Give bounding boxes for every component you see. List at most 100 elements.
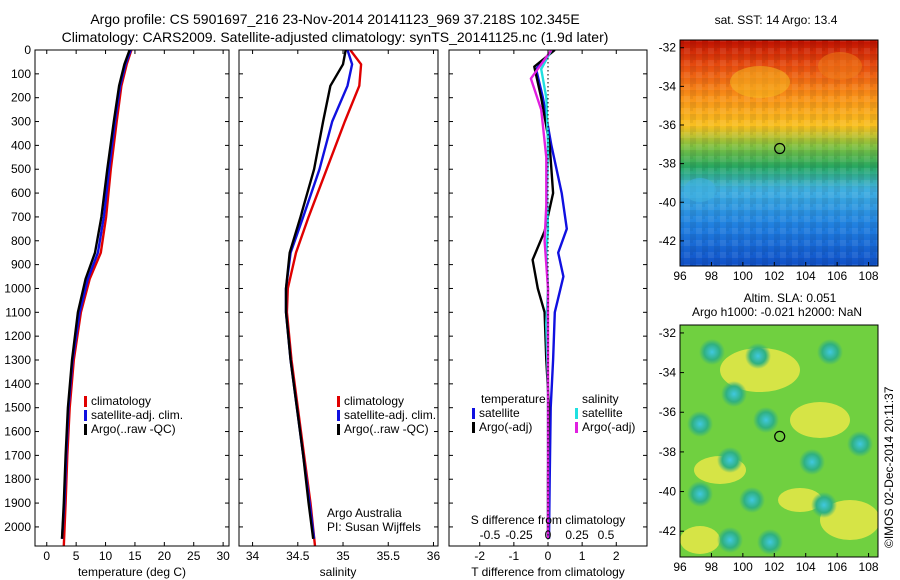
difference-xtick-label: -2 xyxy=(474,549,485,563)
sla-map-lat-tick-label: -40 xyxy=(659,485,677,499)
sla-eddy-spot xyxy=(717,447,743,473)
salinity-legend-label: Argo(..raw -QC) xyxy=(344,422,429,436)
difference-xtick-label: 1 xyxy=(579,549,586,563)
sst-map-lat-tick-label: -40 xyxy=(659,195,677,209)
depth-tick-label: 1800 xyxy=(4,472,31,486)
depth-tick-label: 1400 xyxy=(4,377,31,391)
sla-eddy-spot xyxy=(687,481,713,507)
sst-map-lon-tick-label: 106 xyxy=(827,269,847,283)
temperature-xtick-label: 5 xyxy=(73,549,80,563)
temperature-legend-swatch xyxy=(84,424,87,435)
sst-map-lat-tick-label: -38 xyxy=(659,157,677,171)
sla-high-patch xyxy=(720,348,800,392)
sla-eddy-spot xyxy=(687,411,713,437)
s-difference-tick-label: -0.25 xyxy=(505,528,533,542)
temperature-legend-label: Argo(..raw -QC) xyxy=(91,422,176,436)
sla-eddy-spot xyxy=(799,449,825,475)
sst-map-title: sat. SST: 14 Argo: 13.4 xyxy=(715,13,838,27)
sla-high-patch xyxy=(680,526,720,554)
diff-salinity-legend-label: satellite xyxy=(582,406,623,420)
sla-eddy-spot xyxy=(717,527,743,553)
temperature-xtick-label: 10 xyxy=(99,549,113,563)
sst-cool-eddy xyxy=(684,178,716,202)
depth-tick-label: 1700 xyxy=(4,448,31,462)
temperature-legend-swatch xyxy=(84,396,87,407)
temperature-series-line xyxy=(62,50,133,546)
salinity-xtick-label: 34.5 xyxy=(286,549,310,563)
figure-title-line2: Climatology: CARS2009. Satellite-adjuste… xyxy=(62,29,609,45)
s-difference-tick-label: 0 xyxy=(545,528,552,542)
salinity-legend-swatch xyxy=(337,410,340,421)
salinity-xtick-label: 35.5 xyxy=(377,549,401,563)
salinity-xlabel: salinity xyxy=(320,565,357,579)
sla-map-lat-tick-label: -42 xyxy=(659,524,677,538)
sla-map-lat-tick-label: -38 xyxy=(659,445,677,459)
temperature-xtick-label: 0 xyxy=(43,549,50,563)
depth-tick-label: 1600 xyxy=(4,425,31,439)
depth-tick-label: 900 xyxy=(11,258,31,272)
sla-map-lon-tick-label: 106 xyxy=(827,560,847,574)
diff-salinity-legend-label: Argo(-adj) xyxy=(582,420,635,434)
sla-map-frame xyxy=(679,324,879,558)
sla-eddy-spot xyxy=(699,339,725,365)
depth-tick-label: 400 xyxy=(11,138,31,152)
depth-tick-label: 700 xyxy=(11,210,31,224)
sst-map-lat-tick-label: -34 xyxy=(659,79,677,93)
sla-high-patch xyxy=(790,402,850,438)
depth-tick-label: 2000 xyxy=(4,520,31,534)
salinity-panel: 34 34.5 35 35.5 36 climatologysatellite-adj.… xyxy=(238,49,441,579)
salinity-xtick-label: 36 xyxy=(427,549,441,563)
sst-map-lon-tick-label: 104 xyxy=(796,269,816,283)
sst-argo-location-marker xyxy=(774,142,786,155)
difference-xtick-label: -1 xyxy=(509,549,520,563)
depth-tick-label: 500 xyxy=(11,162,31,176)
depth-tick-label: 100 xyxy=(11,67,31,81)
temperature-series-line xyxy=(60,50,132,539)
diff-salinity-legend-swatch xyxy=(575,408,578,419)
sla-eddy-spot xyxy=(753,407,779,433)
sla-map-lat-tick-label: -34 xyxy=(659,366,677,380)
salinity-xtick-label: 35 xyxy=(336,549,350,563)
sla-map-lon-tick-label: 108 xyxy=(859,560,879,574)
sla-map-lat-tick-label: -36 xyxy=(659,405,677,419)
difference-panel: -2 -1 0 1 2 -0.5 -0.25 0 0.25 0.5 temperature sal… xyxy=(448,49,648,579)
salinity-legend-title: salinity xyxy=(582,392,619,406)
s-difference-tick-label: 0.5 xyxy=(598,528,615,542)
sla-map: Altim. SLA: 0.051 Argo h1000: -0.021 h20… xyxy=(659,291,879,574)
salinity-series-line xyxy=(284,50,347,539)
salinity-xtick-label: 34 xyxy=(246,549,260,563)
sla-eddy-spot xyxy=(847,431,873,457)
diff-temperature-legend-label: Argo(-adj) xyxy=(479,420,532,434)
sst-map-lon-tick-label: 98 xyxy=(705,269,719,283)
imos-credit: ©IMOS 02-Dec-2014 20:11:37 xyxy=(882,386,896,548)
sla-eddy-spot xyxy=(721,381,747,407)
salinity-series-line xyxy=(284,50,354,539)
depth-tick-label: 800 xyxy=(11,234,31,248)
salinity-legend-swatch xyxy=(337,396,340,407)
s-difference-tick-label: 0.25 xyxy=(565,528,589,542)
temperature-legend-title: temperature xyxy=(481,392,546,406)
salinity-axes-frame xyxy=(238,49,439,547)
depth-tick-label: 600 xyxy=(11,186,31,200)
sst-map-lat-tick-label: -32 xyxy=(659,41,677,55)
diff-temperature-legend-label: satellite xyxy=(479,406,520,420)
sla-eddy-spot xyxy=(739,487,765,513)
temperature-panel: 0 5 10 15 20 25 300100200300400500600700800900… xyxy=(4,43,230,579)
difference-xtick-label: 2 xyxy=(613,549,620,563)
temperature-xtick-label: 20 xyxy=(158,549,172,563)
sla-argo-location-marker xyxy=(774,430,786,442)
sst-map-lon-tick-label: 102 xyxy=(764,269,784,283)
sla-eddy-spot xyxy=(811,492,837,518)
sst-warm-eddy xyxy=(818,52,862,80)
diff-temperature-legend-swatch xyxy=(472,422,475,433)
sst-map-lon-tick-label: 108 xyxy=(859,269,879,283)
temperature-legend-swatch xyxy=(84,410,87,421)
depth-tick-label: 1300 xyxy=(4,353,31,367)
temperature-xtick-label: 15 xyxy=(128,549,142,563)
depth-tick-label: 1900 xyxy=(4,496,31,510)
depth-tick-label: 1100 xyxy=(5,305,31,319)
diff-salinity-legend-swatch xyxy=(575,422,578,433)
temperature-xlabel: temperature (deg C) xyxy=(78,565,186,579)
sst-map-lat-tick-label: -42 xyxy=(659,234,677,248)
sla-map-lon-tick-label: 98 xyxy=(705,560,719,574)
